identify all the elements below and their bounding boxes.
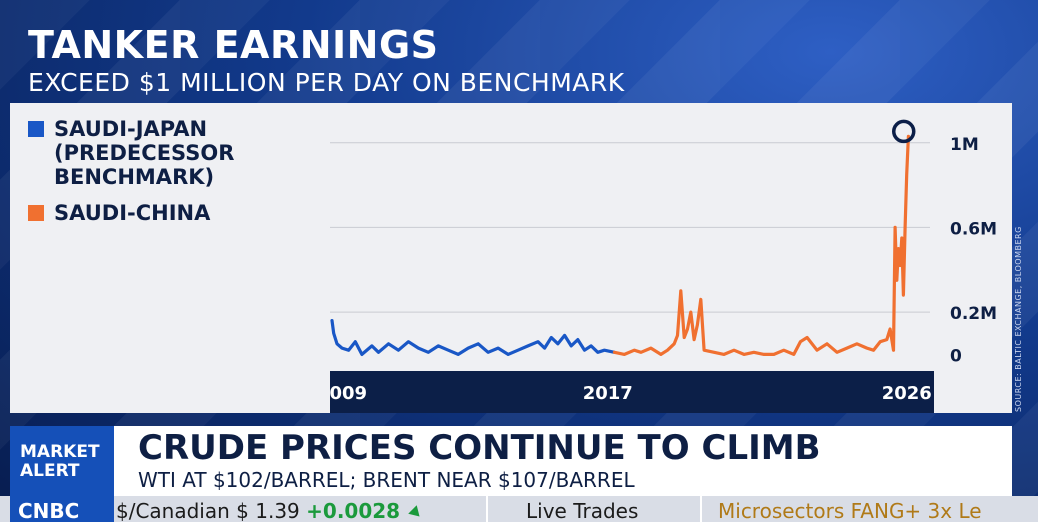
arrow-up-icon bbox=[408, 505, 425, 521]
x-axis-band: 2009 2017 2026 bbox=[330, 371, 934, 413]
legend-swatch-saudi-japan bbox=[28, 121, 44, 137]
y-tick-label: 0 bbox=[950, 346, 962, 366]
series-line-saudi-china bbox=[612, 134, 911, 356]
ticker-divider bbox=[700, 496, 702, 522]
ticker-item-microsectors: Microsectors FANG+ 3x Le bbox=[718, 499, 982, 522]
legend-label-saudi-china: SAUDI-CHINA bbox=[54, 201, 211, 225]
market-alert-tag-label: MARKET ALERT bbox=[20, 442, 100, 481]
ticker-bar: CNBC $/Canadian $ 1.39 +0.0028 Live Trad… bbox=[0, 496, 1038, 522]
legend-swatch-saudi-china bbox=[28, 205, 44, 221]
x-tick-label: 2009 bbox=[330, 383, 367, 404]
subheadline: EXCEED $1 MILLION PER DAY ON BENCHMARK bbox=[28, 68, 625, 97]
x-tick-label: 2017 bbox=[583, 383, 633, 404]
line-chart: 0 0.2M 0.6M 1M 2009 2017 2026 bbox=[330, 119, 997, 413]
legend-label-saudi-japan: SAUDI-JAPAN (PREDECESSOR BENCHMARK) bbox=[54, 117, 235, 189]
market-alert-bar: MARKET ALERT CRUDE PRICES CONTINUE TO CL… bbox=[10, 426, 1012, 496]
y-tick-label: 0.6M bbox=[950, 219, 997, 239]
source-credit: SOURCE: BALTIC EXCHANGE, BLOOMBERG bbox=[1014, 226, 1023, 412]
alert-title: CRUDE PRICES CONTINUE TO CLIMB bbox=[138, 428, 821, 468]
ticker-divider bbox=[486, 496, 488, 522]
chart-panel: SAUDI-JAPAN (PREDECESSOR BENCHMARK) SAUD… bbox=[10, 103, 1012, 413]
legend-item-saudi-japan: SAUDI-JAPAN (PREDECESSOR BENCHMARK) bbox=[28, 117, 328, 189]
peak-circle-marker bbox=[891, 119, 916, 144]
network-logo: CNBC bbox=[10, 496, 114, 522]
y-tick-label: 1M bbox=[950, 135, 979, 155]
ticker-item-currency-label: $/Canadian $ 1.39 bbox=[116, 499, 300, 522]
legend-item-saudi-china: SAUDI-CHINA bbox=[28, 201, 328, 225]
annotation-layer bbox=[891, 119, 916, 144]
ticker-item-currency-change: +0.0028 bbox=[306, 499, 401, 522]
market-alert-tag: MARKET ALERT bbox=[10, 426, 114, 496]
alert-subtitle: WTI AT $102/BARREL; BRENT NEAR $107/BARR… bbox=[138, 468, 635, 492]
x-tick-label: 2026 bbox=[882, 383, 932, 404]
ticker-item-live-trades: Live Trades bbox=[526, 499, 639, 522]
ticker-item-currency: $/Canadian $ 1.39 +0.0028 bbox=[116, 498, 425, 522]
x-axis-band-background bbox=[330, 371, 934, 413]
series-line-saudi-japan bbox=[330, 319, 616, 356]
chart-legend: SAUDI-JAPAN (PREDECESSOR BENCHMARK) SAUD… bbox=[28, 117, 328, 237]
grid-layer bbox=[330, 142, 930, 313]
network-logo-text: CNBC bbox=[18, 499, 80, 522]
y-tick-label: 0.2M bbox=[950, 304, 997, 324]
y-tick-labels: 0 0.2M 0.6M 1M bbox=[950, 135, 997, 367]
series-layer bbox=[330, 134, 911, 356]
headline: TANKER EARNINGS bbox=[28, 23, 439, 67]
